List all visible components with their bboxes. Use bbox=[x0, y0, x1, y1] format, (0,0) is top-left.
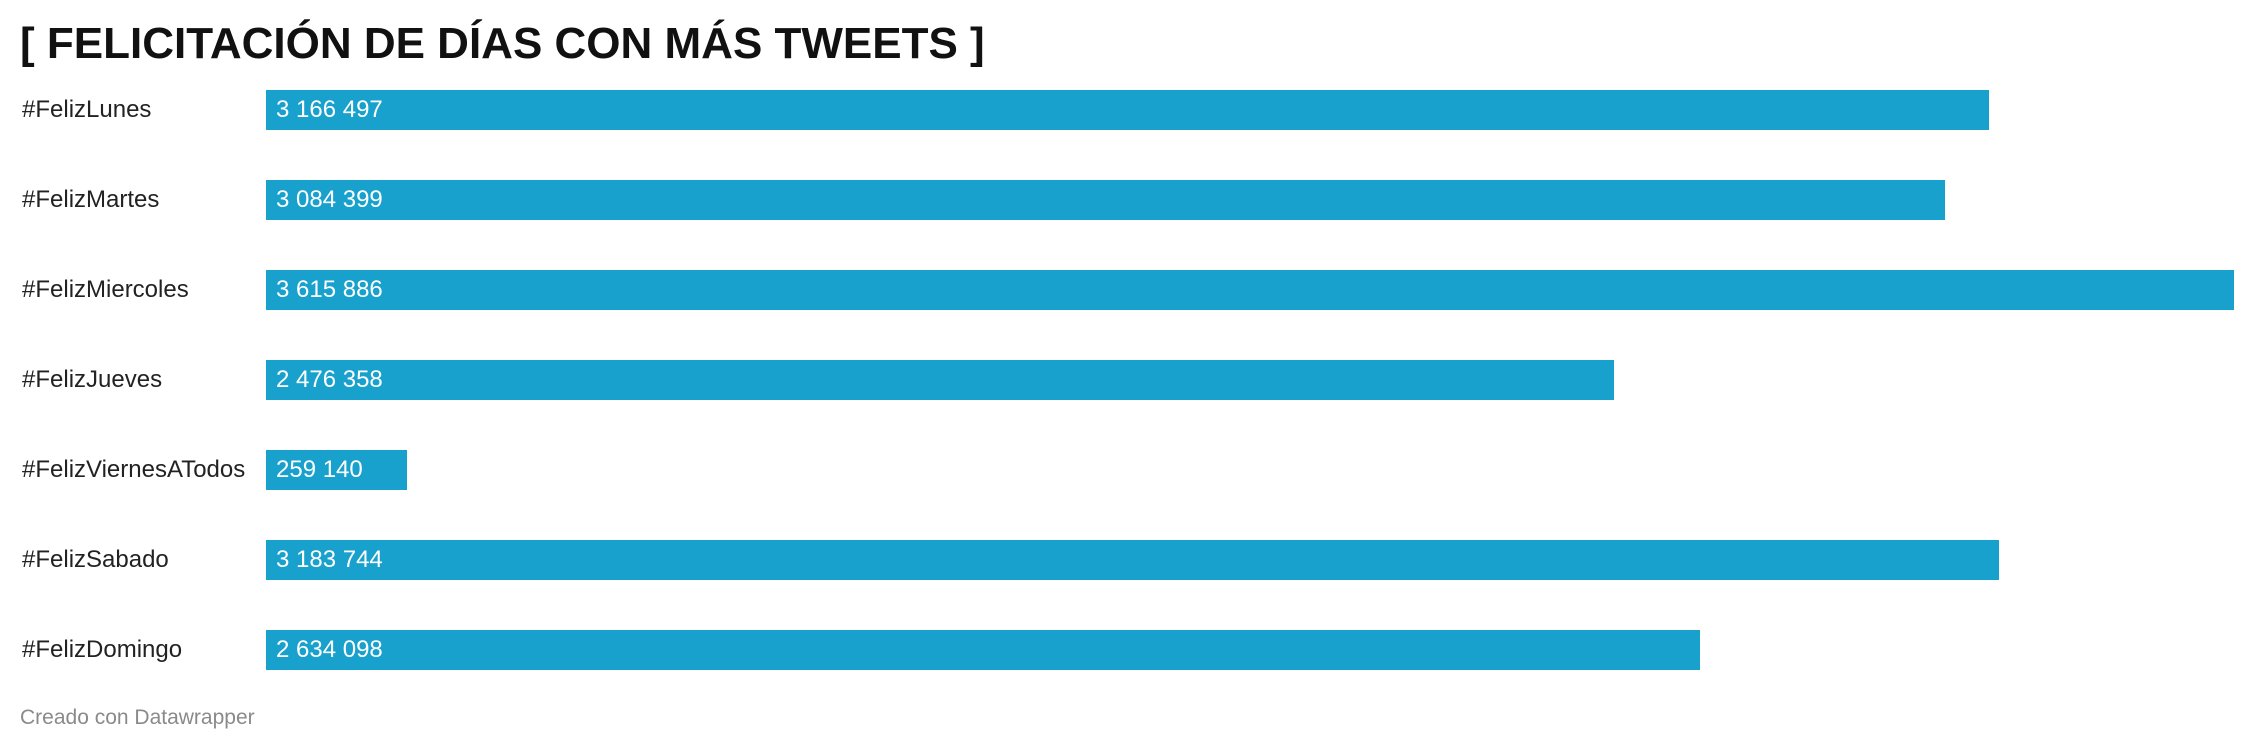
category-label: #FelizSabado bbox=[22, 546, 169, 573]
bar-value-label: 3 084 399 bbox=[276, 186, 383, 213]
bar: 2 634 098 bbox=[266, 630, 1700, 670]
category-label: #FelizDomingo bbox=[22, 636, 183, 663]
category-label: #FelizMiercoles bbox=[22, 276, 189, 303]
bar-value-label: 3 166 497 bbox=[276, 96, 383, 123]
bar: 3 166 497 bbox=[266, 90, 1989, 130]
bar-value-label: 3 615 886 bbox=[276, 276, 383, 303]
bar: 3 084 399 bbox=[266, 180, 1945, 220]
category-label: #FelizJueves bbox=[22, 366, 163, 393]
bar-value-label: 2 476 358 bbox=[276, 366, 383, 393]
bar: 259 140 bbox=[266, 450, 407, 490]
bar-value-label: 2 634 098 bbox=[276, 636, 383, 663]
bar: 2 476 358 bbox=[266, 360, 1614, 400]
bar-value-label: 259 140 bbox=[276, 456, 363, 483]
footer-credit: Creado con Datawrapper bbox=[20, 706, 255, 729]
category-label: #FelizMartes bbox=[22, 186, 160, 213]
bar: 3 183 744 bbox=[266, 540, 1999, 580]
chart-title: [ FELICITACIÓN DE DÍAS CON MÁS TWEETS ] bbox=[20, 19, 985, 68]
bar: 3 615 886 bbox=[266, 270, 2234, 310]
category-label: #FelizViernesATodos bbox=[22, 456, 246, 483]
bar-value-label: 3 183 744 bbox=[276, 546, 383, 573]
category-label: #FelizLunes bbox=[22, 96, 152, 123]
